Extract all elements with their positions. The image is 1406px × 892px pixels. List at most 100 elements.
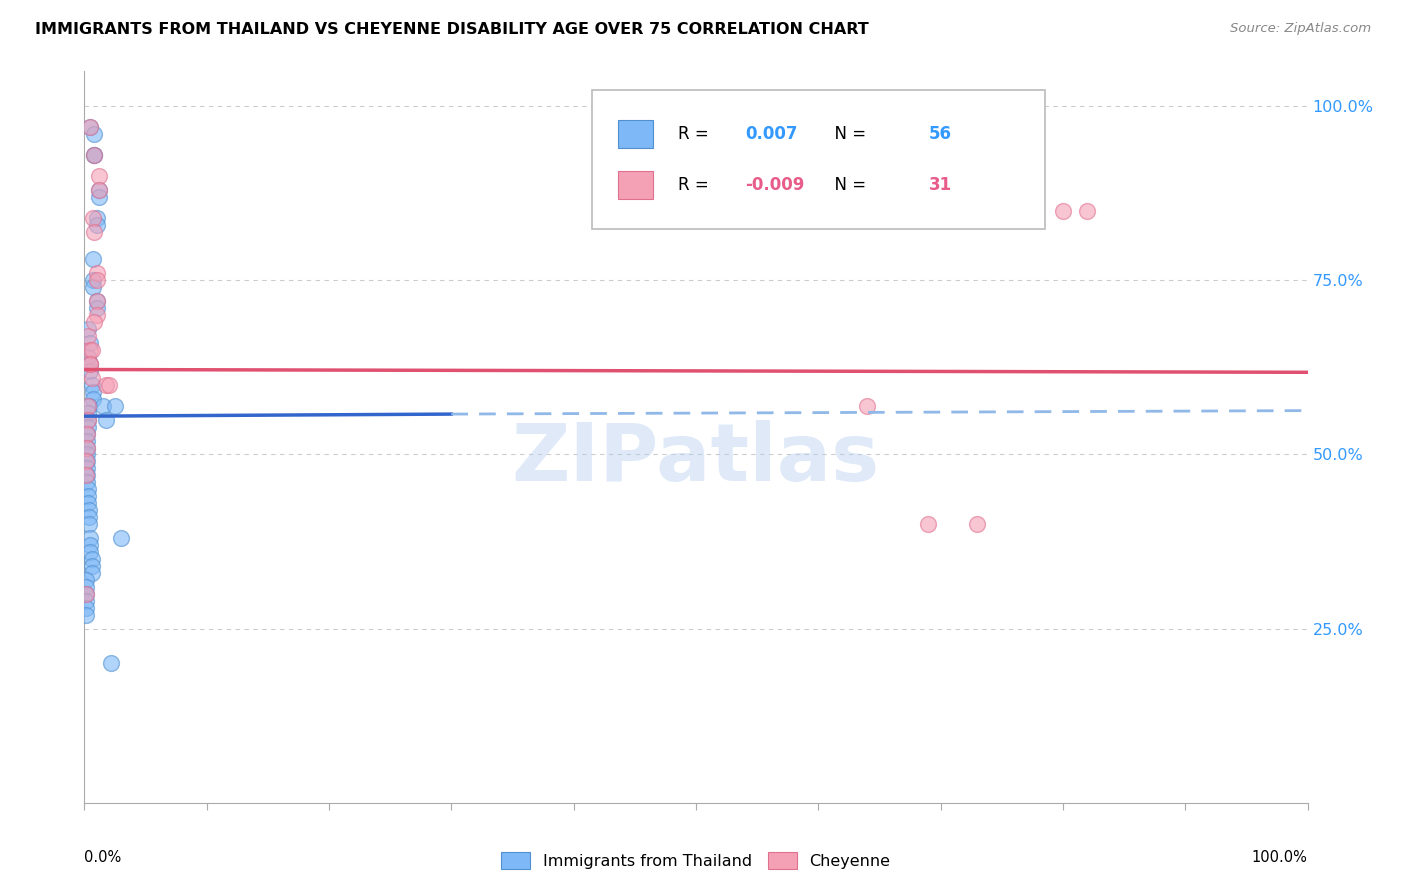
Point xyxy=(76,426,98,441)
FancyBboxPatch shape xyxy=(617,120,654,148)
Point xyxy=(77,517,100,532)
Point xyxy=(86,266,108,280)
Text: R =: R = xyxy=(678,176,714,194)
Point xyxy=(75,600,97,615)
Text: -0.009: -0.009 xyxy=(745,176,804,194)
Point xyxy=(75,468,97,483)
Point xyxy=(77,399,100,413)
Point xyxy=(75,454,97,468)
Point xyxy=(97,377,120,392)
Point xyxy=(96,412,118,426)
Point xyxy=(77,503,100,517)
Point xyxy=(77,483,100,497)
Point xyxy=(83,148,105,162)
Point xyxy=(75,607,97,622)
Text: R =: R = xyxy=(678,125,714,143)
Point xyxy=(77,406,100,420)
Point xyxy=(75,573,97,587)
Point xyxy=(77,412,100,426)
Point xyxy=(76,448,98,462)
Point xyxy=(80,558,103,573)
Point xyxy=(87,190,110,204)
Text: N =: N = xyxy=(824,125,872,143)
Point xyxy=(856,399,879,413)
Point xyxy=(83,148,105,162)
Point xyxy=(76,441,98,455)
Point xyxy=(86,211,108,225)
Point xyxy=(82,392,104,406)
Point xyxy=(79,336,101,351)
Point xyxy=(77,329,100,343)
Point xyxy=(80,343,103,357)
Point xyxy=(75,587,97,601)
Point xyxy=(77,322,100,336)
Point xyxy=(83,225,105,239)
Point xyxy=(77,350,100,364)
Point xyxy=(80,552,103,566)
Point xyxy=(86,308,108,322)
Point xyxy=(82,280,104,294)
Point xyxy=(79,538,101,552)
Point xyxy=(86,218,108,232)
Point xyxy=(91,399,114,413)
Point xyxy=(87,183,110,197)
Point xyxy=(83,315,105,329)
Point xyxy=(110,531,132,545)
Text: IMMIGRANTS FROM THAILAND VS CHEYENNE DISABILITY AGE OVER 75 CORRELATION CHART: IMMIGRANTS FROM THAILAND VS CHEYENNE DIS… xyxy=(35,22,869,37)
Point xyxy=(79,531,101,545)
Point xyxy=(82,252,104,267)
Point xyxy=(79,364,101,378)
Point xyxy=(80,377,103,392)
Text: ZIPatlas: ZIPatlas xyxy=(512,420,880,498)
Point xyxy=(79,357,101,371)
Text: 0.007: 0.007 xyxy=(745,125,797,143)
Point xyxy=(966,517,988,532)
Point xyxy=(77,496,100,510)
Point xyxy=(77,399,100,413)
Point xyxy=(80,566,103,580)
Point xyxy=(79,120,101,134)
Point xyxy=(76,426,98,441)
Point xyxy=(76,468,98,483)
Point xyxy=(76,441,98,455)
Text: Source: ZipAtlas.com: Source: ZipAtlas.com xyxy=(1230,22,1371,36)
Point xyxy=(77,510,100,524)
Point xyxy=(87,183,110,197)
FancyBboxPatch shape xyxy=(592,89,1045,228)
Point xyxy=(86,273,108,287)
Point xyxy=(86,301,108,316)
Point xyxy=(917,517,939,532)
Point xyxy=(79,343,101,357)
Point xyxy=(77,419,100,434)
Point xyxy=(83,127,105,141)
Point xyxy=(79,545,101,559)
Point xyxy=(76,475,98,490)
Point xyxy=(82,384,104,399)
Point xyxy=(76,461,98,475)
Text: 0.0%: 0.0% xyxy=(84,850,121,865)
Point xyxy=(76,454,98,468)
Point xyxy=(80,371,103,385)
Point xyxy=(100,657,122,671)
FancyBboxPatch shape xyxy=(617,171,654,200)
Text: 100.0%: 100.0% xyxy=(1251,850,1308,865)
Point xyxy=(79,120,101,134)
Point xyxy=(75,587,97,601)
Legend: Immigrants from Thailand, Cheyenne: Immigrants from Thailand, Cheyenne xyxy=(495,846,897,875)
Point xyxy=(86,294,108,309)
Point xyxy=(77,489,100,503)
Point xyxy=(1076,203,1098,218)
Point xyxy=(75,580,97,594)
Point xyxy=(76,434,98,448)
Point xyxy=(77,412,100,426)
Point xyxy=(83,148,105,162)
Point xyxy=(1052,203,1074,218)
Text: N =: N = xyxy=(824,176,872,194)
Text: 56: 56 xyxy=(928,125,952,143)
Point xyxy=(104,399,127,413)
Point xyxy=(82,211,104,225)
Point xyxy=(79,357,101,371)
Point xyxy=(96,377,118,392)
Point xyxy=(87,169,110,183)
Point xyxy=(82,273,104,287)
